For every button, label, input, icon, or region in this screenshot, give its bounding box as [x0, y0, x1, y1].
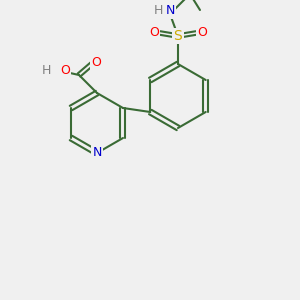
Text: O: O	[149, 26, 159, 40]
Text: H: H	[154, 4, 163, 17]
Text: N: N	[92, 146, 102, 160]
Text: O: O	[91, 56, 101, 70]
Text: O: O	[60, 64, 70, 77]
Text: O: O	[197, 26, 207, 40]
Text: N: N	[165, 4, 175, 17]
Text: S: S	[174, 29, 182, 43]
Text: H: H	[42, 64, 51, 77]
